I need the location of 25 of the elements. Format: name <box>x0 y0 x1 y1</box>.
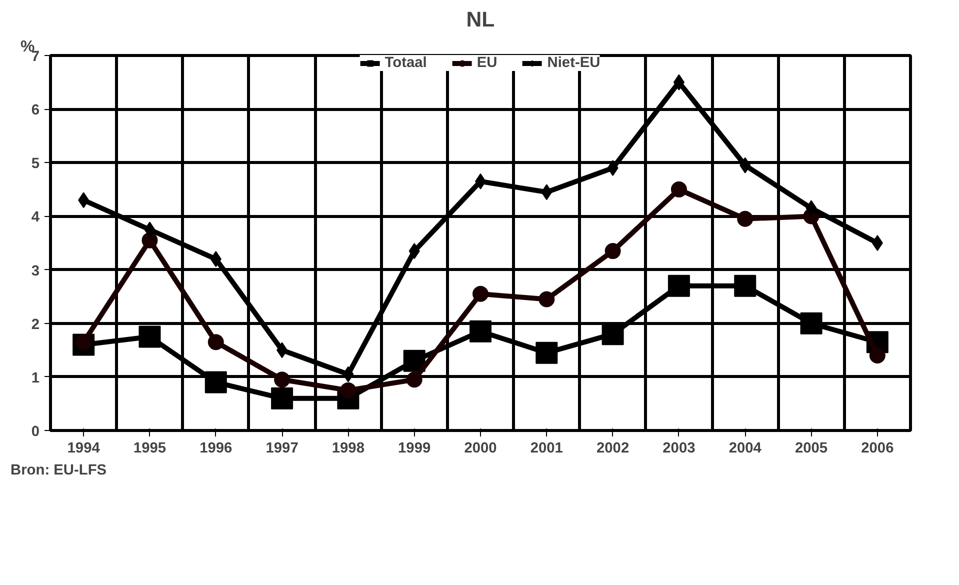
x-tick-label: 2001 <box>530 440 563 456</box>
y-tick-label: 4 <box>31 210 40 226</box>
x-tick-label: 1999 <box>398 440 431 456</box>
y-tick-label: 5 <box>31 156 40 172</box>
y-tick-label: 1 <box>31 370 40 386</box>
legend-label: EU <box>476 55 498 71</box>
x-tick-label: 2004 <box>728 440 762 456</box>
x-tick-label: 2006 <box>861 440 894 456</box>
text: Bron: EU-LFS <box>10 462 107 478</box>
x-tick-label: 1996 <box>200 440 232 456</box>
x-tick-label: 1994 <box>67 440 101 456</box>
y-tick-label: 2 <box>31 316 40 333</box>
x-tick-label: 2000 <box>464 440 497 456</box>
x-tick-label: 2002 <box>596 440 630 456</box>
chart-title: NL <box>466 8 495 32</box>
legend-label: Niet-EU <box>547 55 600 71</box>
y-tick-label: 0 <box>31 424 40 440</box>
x-tick-label: 1997 <box>266 440 298 456</box>
x-tick-label: 1998 <box>332 440 364 456</box>
x-tick-label: 2005 <box>794 440 828 456</box>
legend-label: Totaal <box>384 55 427 71</box>
y-tick-label: 3 <box>31 263 40 280</box>
x-tick-label: 1995 <box>133 440 166 456</box>
y-tick-label: 6 <box>31 102 40 119</box>
x-tick-label: 2003 <box>662 440 696 456</box>
